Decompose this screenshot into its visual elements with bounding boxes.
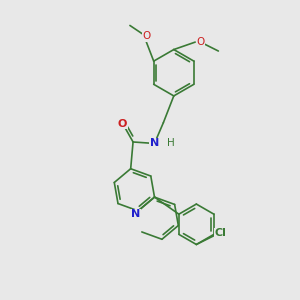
- Text: O: O: [118, 118, 127, 128]
- Text: H: H: [167, 138, 175, 148]
- Text: N: N: [150, 139, 159, 148]
- Text: Cl: Cl: [215, 228, 227, 238]
- Text: N: N: [131, 209, 140, 219]
- Text: O: O: [196, 37, 205, 47]
- Text: O: O: [142, 32, 150, 41]
